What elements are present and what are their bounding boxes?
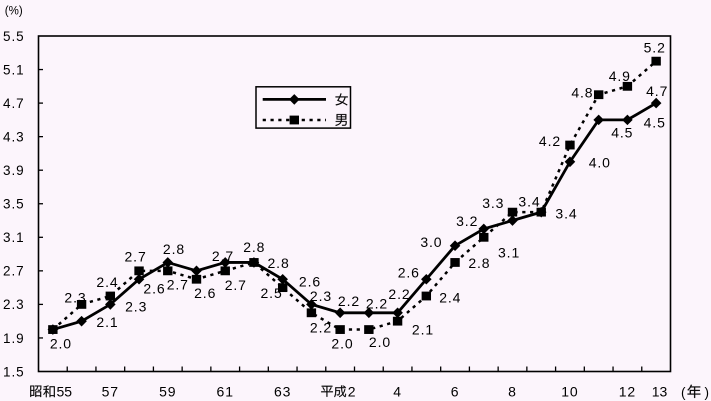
svg-text:4.7: 4.7 — [3, 96, 24, 111]
svg-text:3.1: 3.1 — [3, 230, 24, 245]
svg-text:2.3: 2.3 — [125, 299, 147, 315]
svg-text:5.2: 5.2 — [644, 40, 666, 56]
svg-text:): ) — [705, 385, 710, 400]
svg-text:(: ( — [681, 385, 686, 400]
svg-text:4.7: 4.7 — [646, 83, 668, 99]
svg-text:4.5: 4.5 — [611, 125, 633, 141]
svg-text:4.5: 4.5 — [644, 115, 666, 131]
svg-text:3.9: 3.9 — [3, 163, 24, 178]
svg-text:1.5: 1.5 — [3, 364, 24, 379]
svg-text:3.0: 3.0 — [420, 234, 442, 250]
svg-text:61: 61 — [217, 384, 234, 400]
svg-text:2.7: 2.7 — [225, 277, 247, 293]
svg-text:2.2: 2.2 — [366, 296, 388, 312]
svg-text:2.2: 2.2 — [388, 286, 410, 302]
svg-text:3.4: 3.4 — [518, 193, 540, 209]
svg-text:4.8: 4.8 — [571, 85, 593, 101]
svg-text:2.4: 2.4 — [439, 290, 461, 306]
svg-text:2.7: 2.7 — [125, 248, 147, 264]
svg-text:(%): (%) — [5, 6, 23, 18]
svg-text:4.2: 4.2 — [539, 133, 561, 149]
svg-text:3.2: 3.2 — [456, 213, 478, 229]
svg-text:2.6: 2.6 — [194, 285, 216, 301]
svg-text:3.5: 3.5 — [3, 197, 24, 212]
svg-text:2.0: 2.0 — [369, 334, 391, 350]
svg-text:2.6: 2.6 — [398, 265, 420, 281]
svg-text:3.3: 3.3 — [482, 195, 504, 211]
svg-text:55: 55 — [57, 384, 73, 400]
svg-text:2.8: 2.8 — [468, 255, 490, 271]
svg-text:2.0: 2.0 — [50, 336, 72, 352]
svg-text:6: 6 — [451, 384, 460, 400]
svg-text:2.1: 2.1 — [412, 322, 434, 338]
svg-text:2.3: 2.3 — [3, 297, 24, 312]
svg-text:63: 63 — [274, 384, 291, 400]
svg-text:2.1: 2.1 — [96, 314, 118, 330]
svg-text:10: 10 — [561, 384, 578, 400]
svg-text:2.2: 2.2 — [310, 320, 332, 336]
svg-text:2.6: 2.6 — [143, 281, 165, 297]
svg-text:5.1: 5.1 — [3, 62, 24, 77]
svg-text:2.6: 2.6 — [299, 274, 321, 290]
svg-text:2.7: 2.7 — [167, 276, 189, 292]
svg-text:1.9: 1.9 — [3, 331, 24, 346]
svg-text:2.5: 2.5 — [261, 285, 283, 301]
svg-text:2.2: 2.2 — [338, 293, 360, 309]
svg-text:4.0: 4.0 — [589, 154, 611, 170]
svg-text:3.1: 3.1 — [498, 245, 520, 261]
svg-text:8: 8 — [508, 384, 517, 400]
svg-text:3.4: 3.4 — [555, 206, 577, 222]
svg-text:12: 12 — [619, 384, 636, 400]
svg-text:5.5: 5.5 — [3, 29, 24, 44]
svg-text:2.8: 2.8 — [243, 239, 265, 255]
svg-text:2.3: 2.3 — [310, 288, 332, 304]
svg-text:2: 2 — [348, 384, 356, 400]
svg-text:4.9: 4.9 — [609, 68, 631, 84]
svg-text:2.3: 2.3 — [64, 290, 86, 306]
svg-text:59: 59 — [159, 384, 176, 400]
svg-text:13: 13 — [652, 384, 668, 400]
svg-text:2.8: 2.8 — [268, 255, 290, 271]
svg-text:2.7: 2.7 — [212, 248, 234, 264]
svg-text:4: 4 — [393, 384, 402, 400]
svg-text:2.8: 2.8 — [163, 241, 185, 257]
svg-text:57: 57 — [102, 384, 119, 400]
svg-text:2.0: 2.0 — [331, 335, 353, 351]
svg-text:2.7: 2.7 — [3, 264, 24, 279]
svg-text:2.4: 2.4 — [96, 274, 118, 290]
svg-text:4.3: 4.3 — [3, 129, 24, 144]
